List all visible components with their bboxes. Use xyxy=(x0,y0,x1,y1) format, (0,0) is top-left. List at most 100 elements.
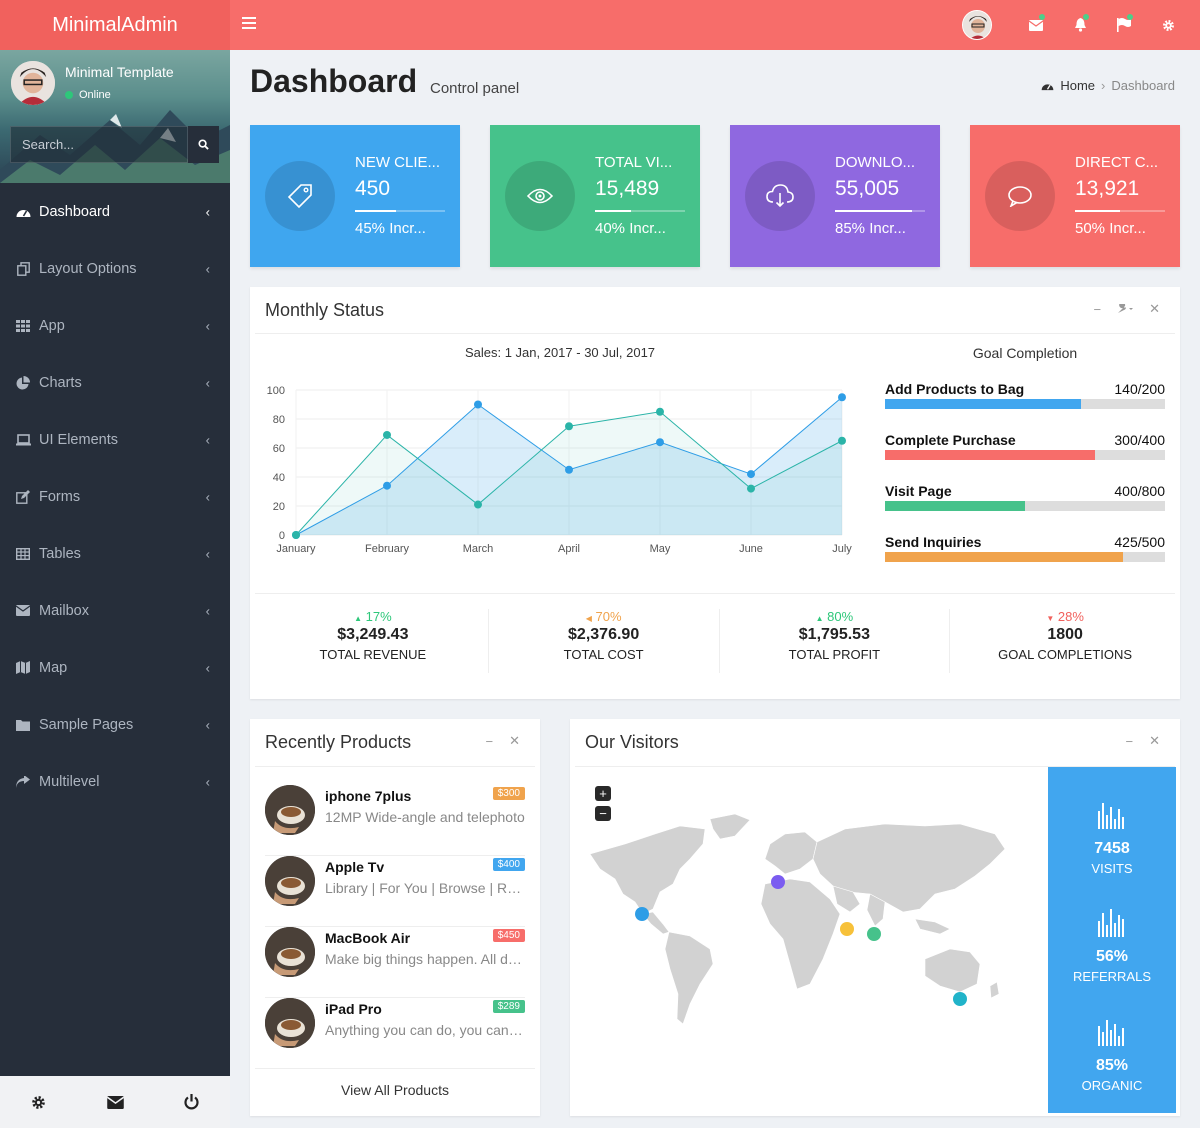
dashboard-icon xyxy=(15,204,31,220)
stat-label: DOWNLO... xyxy=(835,154,916,171)
sidebar-item-dashboard[interactable]: Dashboard ‹ xyxy=(0,183,230,240)
cloud-download-icon xyxy=(745,161,815,231)
product-image xyxy=(265,927,315,977)
world-map[interactable] xyxy=(585,814,1025,1034)
sales-summary: ▲ 17% $3,249.43 TOTAL REVENUE ◀ 70% $2,3… xyxy=(250,609,1180,673)
product-item[interactable]: iphone 7plus $300 12MP Wide-angle and te… xyxy=(265,785,525,856)
settings-gear-icon[interactable] xyxy=(1146,0,1190,50)
map-region-europe xyxy=(764,831,818,875)
collapse-icon[interactable]: − xyxy=(1093,301,1102,317)
data-point xyxy=(565,422,573,431)
box-tools: − ✕ xyxy=(1094,301,1161,317)
sidebar-footer xyxy=(0,1076,230,1128)
map-marker[interactable] xyxy=(867,927,881,941)
stat-box-total-visits: TOTAL VI... 15,489 40% Incr... xyxy=(490,125,700,267)
box-title: Our Visitors xyxy=(585,732,679,752)
sidebar-item-multilevel[interactable]: Multilevel ‹ xyxy=(0,753,230,810)
summary-amount: 1800 xyxy=(1047,626,1083,643)
stat-label: NEW CLIE... xyxy=(355,154,441,171)
view-all-products-link[interactable]: View All Products xyxy=(341,1082,449,1098)
summary-percent-value: 80% xyxy=(827,609,854,624)
map-zoom-in-button[interactable]: + xyxy=(595,786,611,801)
sidebar-item-tables[interactable]: Tables ‹ xyxy=(0,525,230,582)
chevron-left-icon: ‹ xyxy=(205,660,210,675)
visitor-stat-value: 7458 xyxy=(1094,840,1130,857)
close-icon[interactable]: ✕ xyxy=(509,733,520,748)
sidebar-item-charts[interactable]: Charts ‹ xyxy=(0,354,230,411)
summary-goal-completions: ▼ 28% 1800 GOAL COMPLETIONS xyxy=(950,609,1180,673)
summary-label: TOTAL COST xyxy=(563,647,644,662)
flag-icon[interactable] xyxy=(1102,0,1146,50)
top-user-avatar[interactable] xyxy=(962,10,992,40)
product-name[interactable]: iphone 7plus xyxy=(325,788,412,804)
stat-progress-fill xyxy=(355,210,396,212)
sidebar-user-avatar[interactable] xyxy=(11,61,55,105)
wrench-dropdown-icon[interactable] xyxy=(1117,301,1134,317)
visitor-stat-value: 85% xyxy=(1095,1057,1129,1074)
stat-description: 40% Incr... xyxy=(595,220,666,237)
goal-progress-bar xyxy=(885,399,1165,409)
box-divider xyxy=(255,333,1175,334)
product-item[interactable]: MacBook Air $450 Make big things happen.… xyxy=(265,927,525,998)
product-name[interactable]: MacBook Air xyxy=(325,930,411,946)
sidebar-item-label: App xyxy=(39,317,65,334)
chevron-left-icon: ‹ xyxy=(205,603,210,618)
close-icon[interactable]: ✕ xyxy=(1149,301,1160,316)
goal-value: 400/800 xyxy=(1114,483,1165,499)
sidebar-item-mailbox[interactable]: Mailbox ‹ xyxy=(0,582,230,639)
sidebar-item-map[interactable]: Map ‹ xyxy=(0,639,230,696)
collapse-icon[interactable]: − xyxy=(485,733,494,749)
grid-icon xyxy=(15,318,31,334)
sidebar-toggle-icon[interactable] xyxy=(242,17,256,29)
sidebar-search xyxy=(10,126,219,163)
close-icon[interactable]: ✕ xyxy=(1149,733,1160,748)
goal-progress-fill xyxy=(885,450,1095,460)
stat-box-downloads: DOWNLO... 55,005 85% Incr... xyxy=(730,125,940,267)
summary-total-revenue: ▲ 17% $3,249.43 TOTAL REVENUE xyxy=(258,609,489,673)
visitor-stat-label: REFERRALS xyxy=(1072,969,1152,984)
pie-chart-icon xyxy=(15,375,31,391)
search-icon xyxy=(198,139,209,150)
envelope-icon xyxy=(15,603,31,619)
footer-mail-button[interactable] xyxy=(77,1076,154,1128)
x-tick-label: July xyxy=(832,543,852,555)
stat-value: 450 xyxy=(355,177,391,200)
breadcrumb-separator: › xyxy=(1101,78,1106,93)
goal-label: Complete Purchase xyxy=(885,432,1016,448)
sidebar-item-ui-elements[interactable]: UI Elements ‹ xyxy=(0,411,230,468)
breadcrumb-home[interactable]: Home xyxy=(1060,78,1096,93)
stat-description: 85% Incr... xyxy=(835,220,906,237)
map-marker[interactable] xyxy=(840,922,854,936)
map-zoom-out-button[interactable]: − xyxy=(595,806,611,821)
summary-total-cost: ◀ 70% $2,376.90 TOTAL COST xyxy=(489,609,720,673)
goal-complete-purchase: Complete Purchase 300/400 xyxy=(885,432,1165,460)
data-point xyxy=(747,484,755,493)
notifications-bell-icon[interactable] xyxy=(1058,0,1102,50)
dashboard-icon xyxy=(1042,83,1054,90)
search-button[interactable] xyxy=(188,126,219,163)
product-item[interactable]: Apple Tv $400 Library | For You | Browse… xyxy=(265,856,525,927)
app-logo[interactable]: MinimalAdmin xyxy=(0,0,230,50)
x-tick-label: March xyxy=(463,543,494,555)
product-name[interactable]: Apple Tv xyxy=(325,859,385,875)
collapse-icon[interactable]: − xyxy=(1125,733,1134,749)
map-marker[interactable] xyxy=(953,992,967,1006)
goal-progress-fill xyxy=(885,501,1025,511)
map-marker[interactable] xyxy=(635,907,649,921)
copy-icon xyxy=(15,261,31,277)
gear-icon xyxy=(32,1095,45,1109)
sidebar-item-sample-pages[interactable]: Sample Pages ‹ xyxy=(0,696,230,753)
sidebar-item-forms[interactable]: Forms ‹ xyxy=(0,468,230,525)
product-item[interactable]: iPad Pro $289 Anything you can do, you c… xyxy=(265,998,525,1069)
summary-amount: $2,376.90 xyxy=(568,626,640,643)
map-marker[interactable] xyxy=(771,875,785,889)
footer-logout-button[interactable] xyxy=(153,1076,230,1128)
sidebar-item-layout-options[interactable]: Layout Options ‹ xyxy=(0,240,230,297)
box-divider xyxy=(255,593,1175,594)
footer-settings-button[interactable] xyxy=(0,1076,77,1128)
messages-icon[interactable] xyxy=(1014,0,1058,50)
messages-badge xyxy=(1039,14,1045,20)
sidebar-item-app[interactable]: App ‹ xyxy=(0,297,230,354)
product-name[interactable]: iPad Pro xyxy=(325,1001,382,1017)
sidebar-search-input[interactable] xyxy=(10,126,188,163)
